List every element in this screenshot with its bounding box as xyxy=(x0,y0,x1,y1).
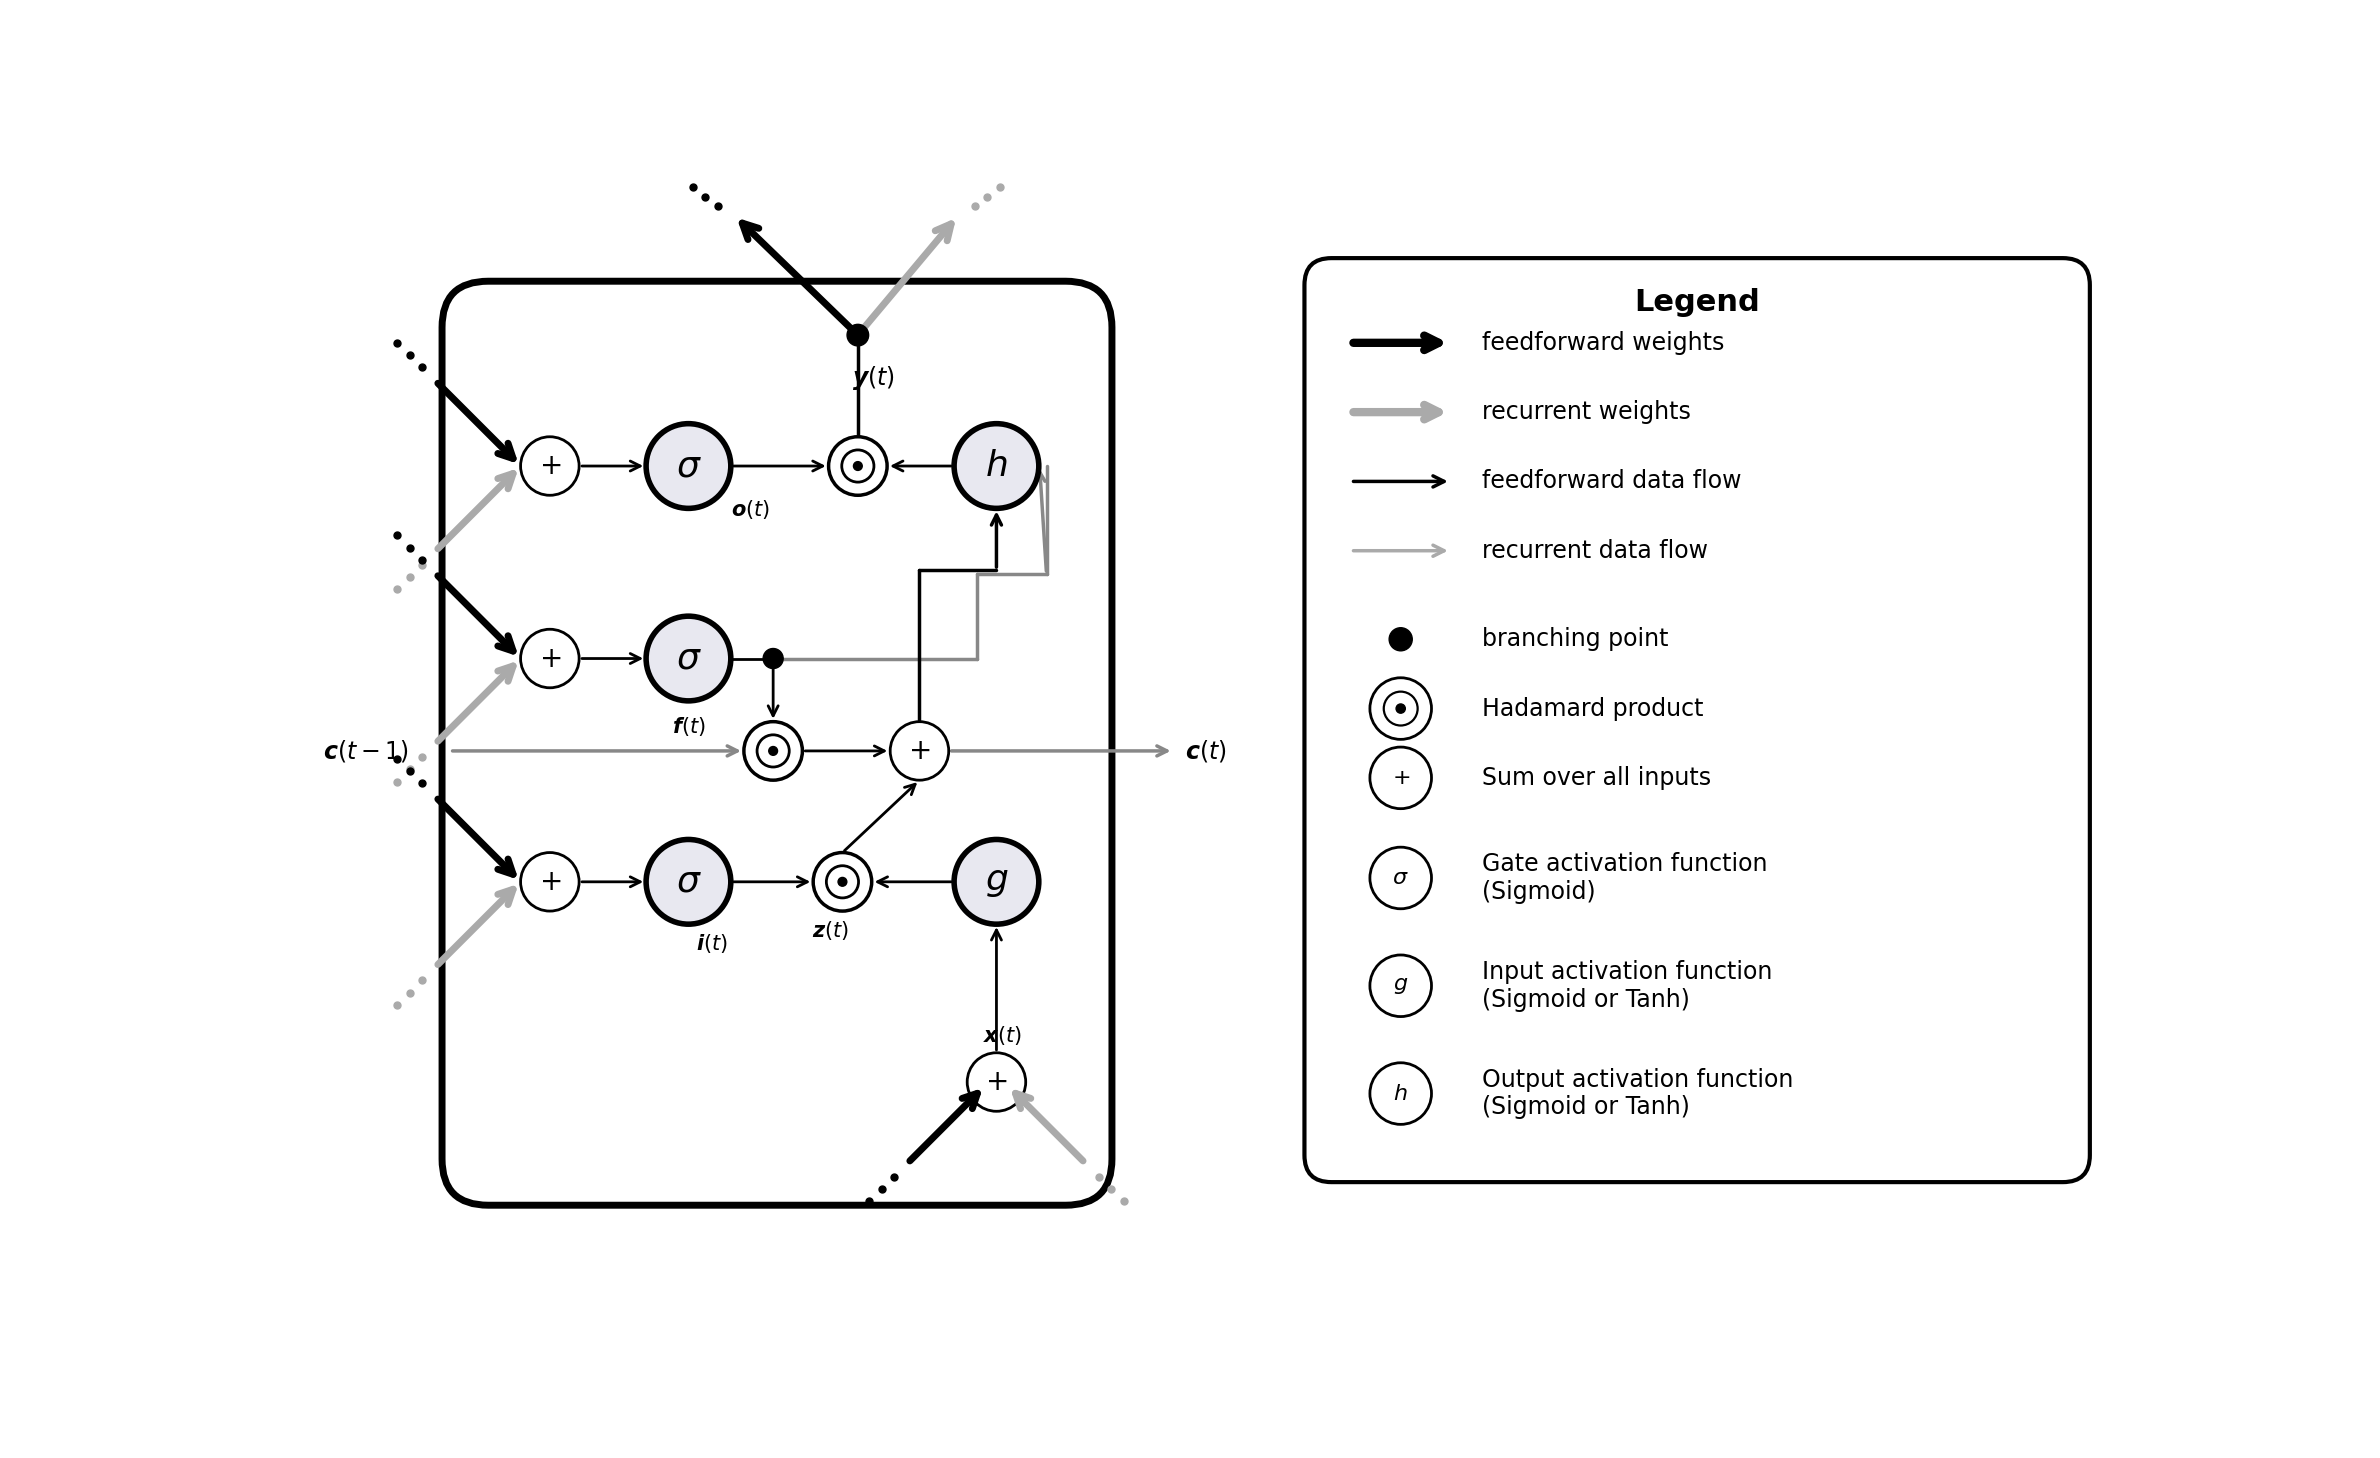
Circle shape xyxy=(1371,847,1430,908)
Circle shape xyxy=(521,853,578,911)
Text: $+$: $+$ xyxy=(538,644,562,672)
Circle shape xyxy=(1397,704,1404,713)
Text: Input activation function
(Sigmoid or Tanh): Input activation function (Sigmoid or Ta… xyxy=(1483,959,1773,1012)
Text: $\boldsymbol{f}(t)$: $\boldsymbol{f}(t)$ xyxy=(671,714,704,738)
Text: $\boldsymbol{c}(t)$: $\boldsymbol{c}(t)$ xyxy=(1185,738,1226,764)
Circle shape xyxy=(645,840,731,924)
Circle shape xyxy=(814,853,871,911)
Text: $\boldsymbol{i}(t)$: $\boldsymbol{i}(t)$ xyxy=(695,932,728,955)
FancyBboxPatch shape xyxy=(1304,258,2090,1182)
Circle shape xyxy=(847,324,869,346)
Circle shape xyxy=(954,840,1038,924)
Text: $+$: $+$ xyxy=(538,868,562,895)
Text: $\boldsymbol{x}(t)$: $\boldsymbol{x}(t)$ xyxy=(983,1024,1021,1047)
Text: branching point: branching point xyxy=(1483,627,1668,652)
Text: $\sigma$: $\sigma$ xyxy=(1392,868,1409,888)
FancyBboxPatch shape xyxy=(443,281,1111,1206)
Text: $g$: $g$ xyxy=(1392,975,1409,996)
Circle shape xyxy=(966,1053,1026,1111)
Circle shape xyxy=(954,424,1038,509)
Text: feedforward data flow: feedforward data flow xyxy=(1483,469,1742,493)
Text: recurrent data flow: recurrent data flow xyxy=(1483,538,1706,563)
Text: Output activation function
(Sigmoid or Tanh): Output activation function (Sigmoid or T… xyxy=(1483,1067,1792,1120)
Circle shape xyxy=(854,462,862,471)
Circle shape xyxy=(1371,746,1430,809)
Text: $\boldsymbol{y}(t)$: $\boldsymbol{y}(t)$ xyxy=(852,364,895,392)
Circle shape xyxy=(521,630,578,688)
Text: $+$: $+$ xyxy=(985,1069,1007,1096)
Text: Legend: Legend xyxy=(1635,289,1761,318)
Text: $+$: $+$ xyxy=(909,736,931,765)
Circle shape xyxy=(1371,1063,1430,1124)
Text: $\sigma$: $\sigma$ xyxy=(676,865,702,898)
Text: Hadamard product: Hadamard product xyxy=(1483,697,1704,720)
Circle shape xyxy=(1390,628,1411,650)
Text: $g$: $g$ xyxy=(985,865,1009,898)
Text: $+$: $+$ xyxy=(538,452,562,480)
Text: feedforward weights: feedforward weights xyxy=(1483,331,1723,354)
Text: Gate activation function
(Sigmoid): Gate activation function (Sigmoid) xyxy=(1483,851,1766,904)
Circle shape xyxy=(1371,678,1430,739)
Circle shape xyxy=(645,424,731,509)
Text: $+$: $+$ xyxy=(1392,768,1409,787)
Text: $\boldsymbol{o}(t)$: $\boldsymbol{o}(t)$ xyxy=(731,499,769,522)
Circle shape xyxy=(1371,955,1430,1016)
Text: $h$: $h$ xyxy=(985,449,1007,483)
Circle shape xyxy=(745,722,802,780)
Circle shape xyxy=(828,437,888,496)
Circle shape xyxy=(838,878,847,886)
Text: $\sigma$: $\sigma$ xyxy=(676,449,702,483)
Text: $\sigma$: $\sigma$ xyxy=(676,642,702,675)
Circle shape xyxy=(521,437,578,496)
Circle shape xyxy=(890,722,950,780)
Circle shape xyxy=(764,649,783,669)
Circle shape xyxy=(645,617,731,701)
Text: Sum over all inputs: Sum over all inputs xyxy=(1483,765,1711,790)
Text: $\boldsymbol{c}(t-1)$: $\boldsymbol{c}(t-1)$ xyxy=(324,738,409,764)
Text: $\boldsymbol{z}(t)$: $\boldsymbol{z}(t)$ xyxy=(812,919,850,942)
Text: $h$: $h$ xyxy=(1392,1083,1409,1104)
Circle shape xyxy=(769,746,778,755)
Text: recurrent weights: recurrent weights xyxy=(1483,399,1690,424)
